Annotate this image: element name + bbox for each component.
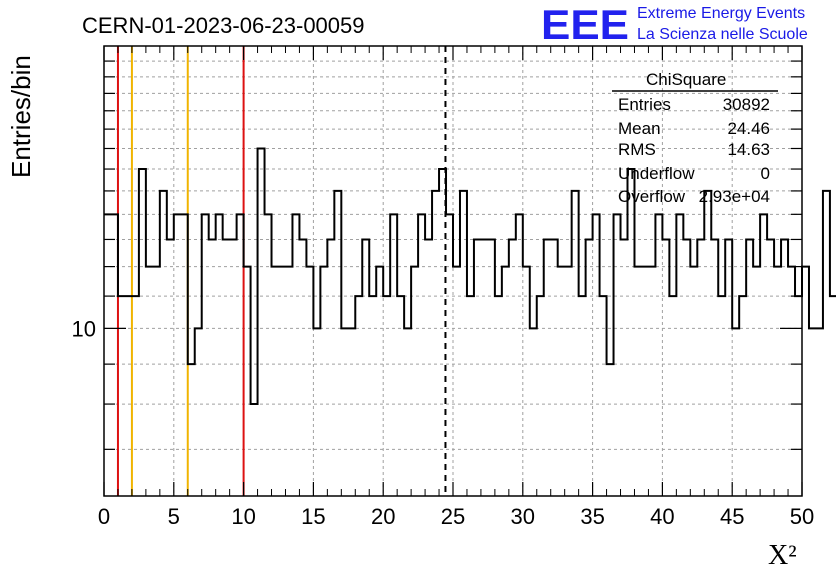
x-axis-label: X² (768, 540, 797, 571)
y-tick-label: 10 (72, 316, 96, 341)
stats-underflow-label: Underflow (618, 164, 695, 183)
x-tick-label: 10 (231, 504, 255, 529)
brand-line-2: La Scienza nelle Scuole (637, 26, 808, 43)
stats-title: ChiSquare (646, 70, 726, 89)
x-tick-label: 40 (650, 504, 674, 529)
stats-underflow-value: 0 (761, 164, 770, 183)
histogram-line (104, 147, 836, 406)
x-tick-label: 5 (168, 504, 180, 529)
x-tick-label: 50 (790, 504, 814, 529)
stats-mean-label: Mean (618, 119, 661, 138)
plot-frame (103, 45, 803, 497)
stats-box: ChiSquare Entries 30892 Mean 24.46 RMS 1… (612, 70, 778, 206)
x-tick-label: 20 (371, 504, 395, 529)
eee-logo: EEE (541, 1, 629, 48)
x-tick-label: 30 (511, 504, 535, 529)
x-tick-label: 25 (441, 504, 465, 529)
x-tick-label: 0 (98, 504, 110, 529)
run-title: CERN-01-2023-06-23-00059 (82, 13, 365, 38)
stats-overflow-label: Overflow (618, 187, 686, 206)
x-tick-label: 45 (720, 504, 744, 529)
stats-entries-label: Entries (618, 95, 671, 114)
tick-labels: 0 5 10 15 20 25 30 35 40 45 50 10 (72, 316, 815, 529)
grid-lines (104, 46, 802, 496)
y-axis-label: Entries/bin (6, 55, 36, 178)
axis-ticks (103, 46, 803, 496)
stats-entries-value: 30892 (723, 95, 770, 114)
x-tick-label: 15 (301, 504, 325, 529)
x-tick-label: 35 (580, 504, 604, 529)
stats-overflow-value: 2.93e+04 (699, 187, 770, 206)
stats-rms-value: 14.63 (727, 140, 770, 159)
stats-rms-label: RMS (618, 140, 656, 159)
brand-line-1: Extreme Energy Events (637, 5, 805, 22)
stats-mean-value: 24.46 (727, 119, 770, 138)
